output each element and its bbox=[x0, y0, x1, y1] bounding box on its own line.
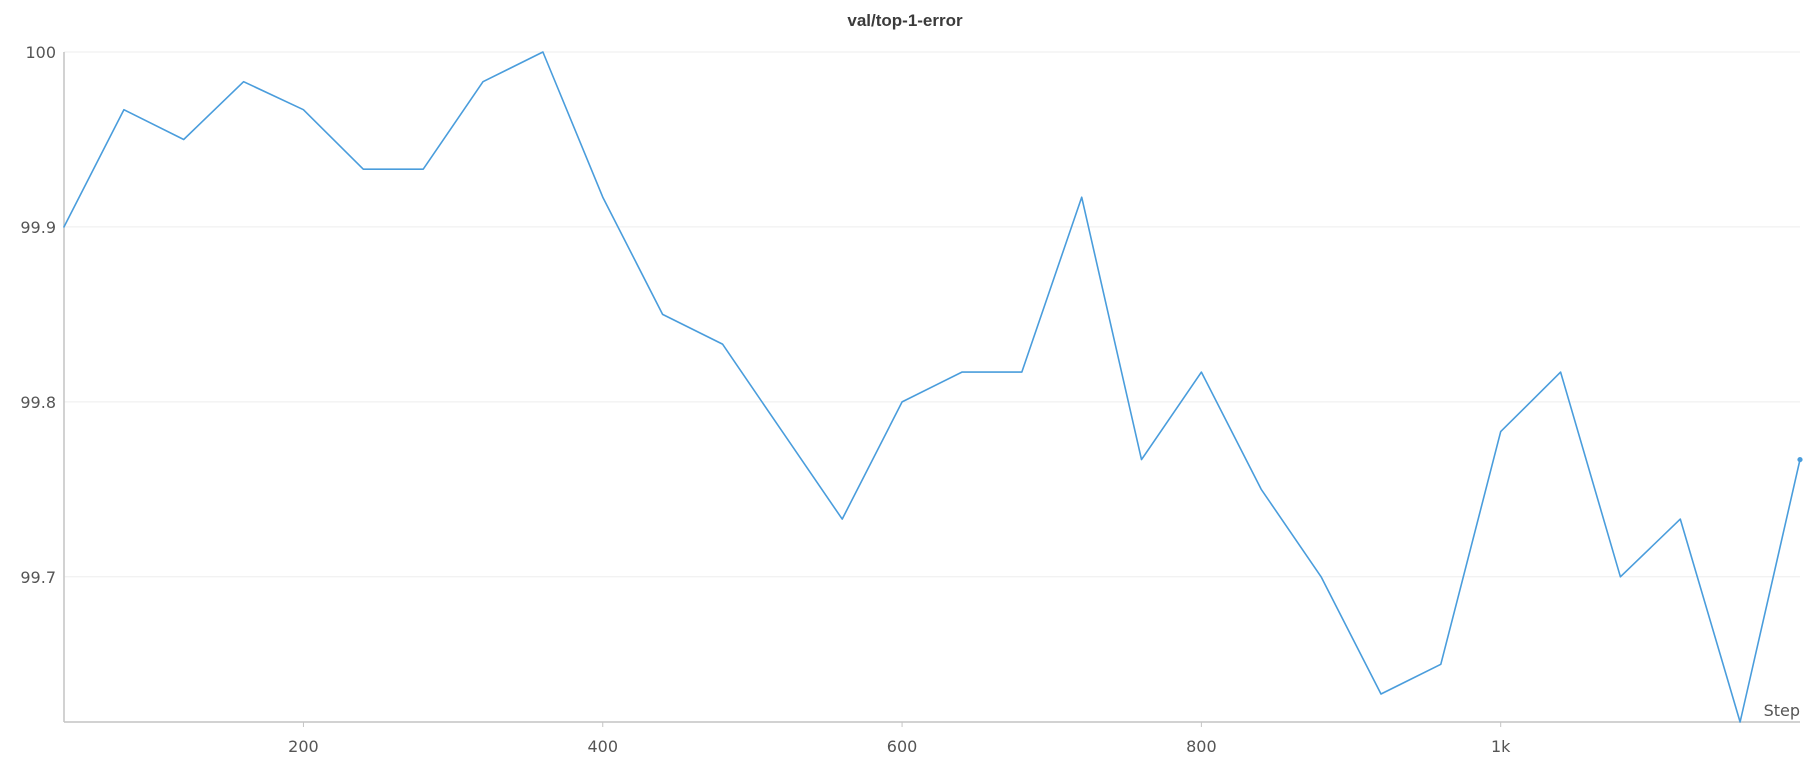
last-point-marker bbox=[1797, 456, 1803, 463]
series-layer bbox=[63, 51, 1803, 723]
y-tick-label: 99.7 bbox=[20, 568, 56, 587]
y-tick-label: 99.9 bbox=[20, 218, 56, 237]
x-axis-label: Step bbox=[1764, 701, 1800, 720]
series-line bbox=[63, 51, 1801, 723]
y-tick-label: 99.8 bbox=[20, 393, 56, 412]
x-tick-label: 400 bbox=[587, 737, 618, 756]
x-tick-label: 1k bbox=[1491, 737, 1511, 756]
grid-lines bbox=[64, 51, 1800, 578]
axes: 99.7 99.8 99.9 100 200 400 600 800 1k bbox=[20, 43, 1800, 756]
x-tick-label: 800 bbox=[1186, 737, 1217, 756]
chart-title: val/top-1-error bbox=[847, 11, 963, 30]
y-tick-label: 100 bbox=[25, 43, 56, 62]
x-tick-label: 600 bbox=[887, 737, 918, 756]
x-tick-label: 200 bbox=[288, 737, 319, 756]
